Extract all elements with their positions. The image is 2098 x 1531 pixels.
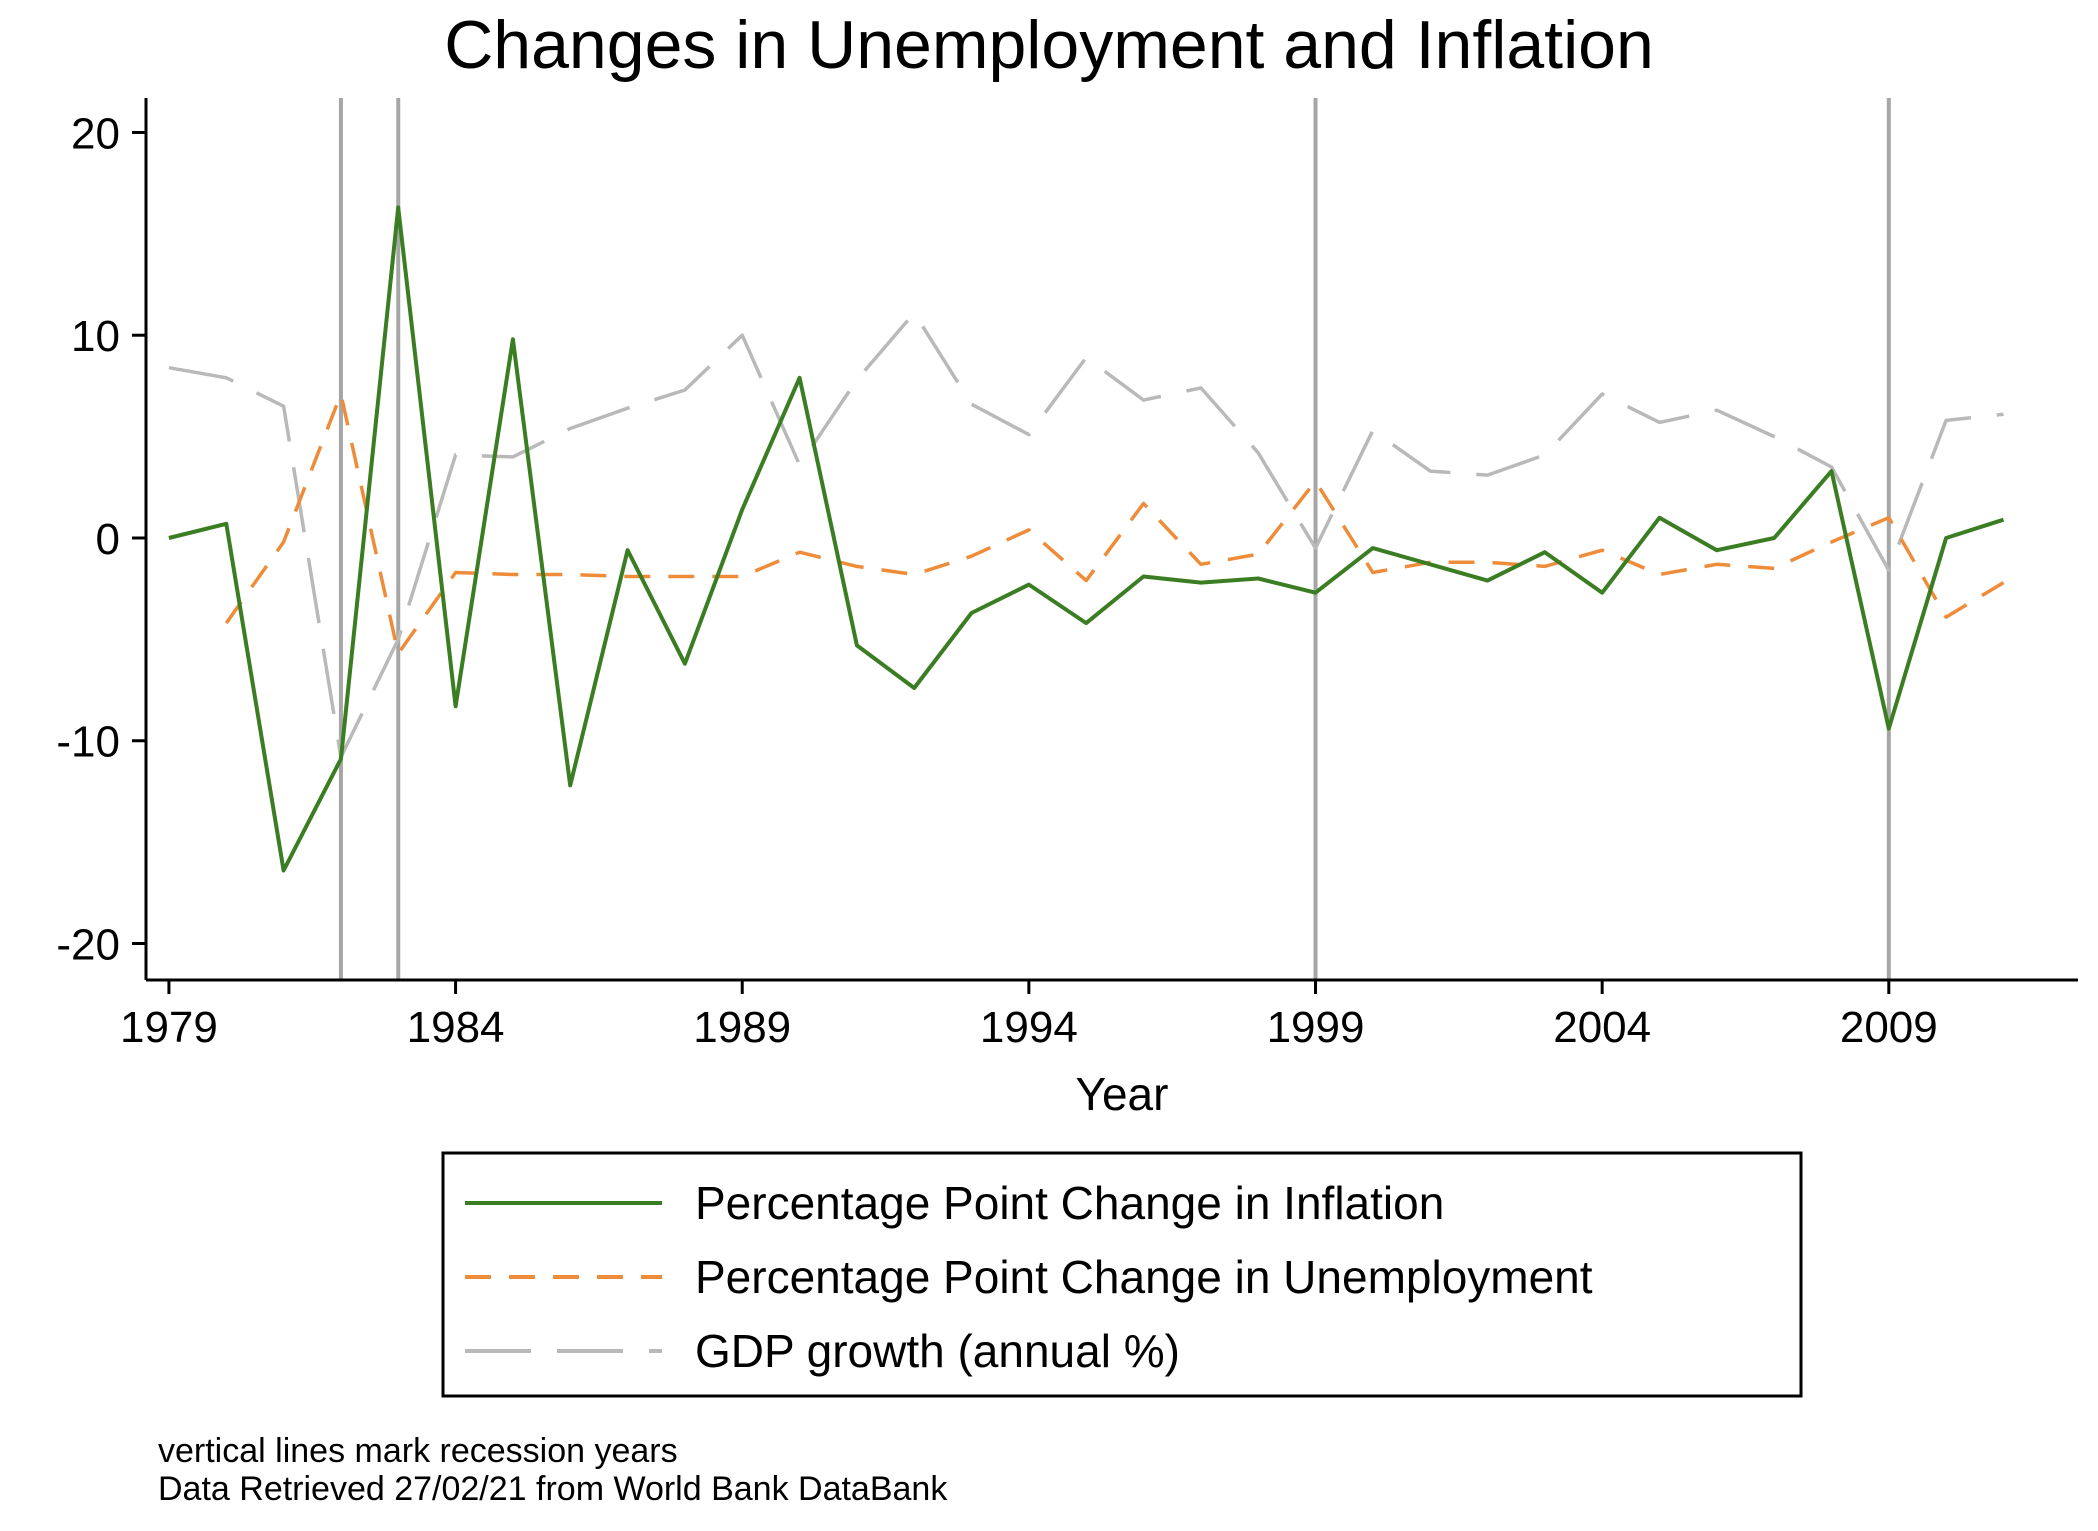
legend-label-2: GDP growth (annual %) (695, 1325, 1180, 1377)
note-source: Data Retrieved 27/02/21 from World Bank … (158, 1470, 948, 1508)
x-tick-label: 1989 (693, 1003, 791, 1052)
x-tick-label: 2004 (1553, 1003, 1651, 1052)
y-tick-label: 20 (71, 109, 120, 158)
chart-title: Changes in Unemployment and Inflation (444, 7, 1654, 83)
legend-box (441, 1151, 1803, 1398)
series-line-1 (224, 392, 2005, 656)
legend-label-1: Percentage Point Change in Unemployment (695, 1251, 1593, 1303)
x-tick-label: 1979 (120, 1003, 218, 1052)
series-lines (168, 205, 2005, 873)
y-tick-label: 0 (96, 515, 120, 564)
x-tick-label: 1999 (1267, 1003, 1365, 1052)
note-recession: vertical lines mark recession years (158, 1432, 678, 1470)
x-axis-label: Year (1076, 1068, 1169, 1120)
x-tick-label: 2009 (1840, 1003, 1938, 1052)
y-tick-label: -20 (56, 921, 120, 970)
x-axis-ticks: 1979 1984 1989 1994 1999 2004 2009 (120, 980, 1938, 1052)
legend: Percentage Point Change in Inflation Perc… (441, 1151, 1803, 1398)
y-tick-label: 10 (71, 312, 120, 361)
recession-lines (338, 98, 1891, 980)
x-tick-label: 1994 (980, 1003, 1078, 1052)
y-tick-label: -10 (56, 718, 120, 767)
y-axis-ticks: 20 10 0 -10 -20 (56, 109, 146, 970)
legend-label-0: Percentage Point Change in Inflation (695, 1177, 1444, 1229)
x-tick-label: 1984 (407, 1003, 505, 1052)
series-line-0 (168, 205, 2005, 873)
